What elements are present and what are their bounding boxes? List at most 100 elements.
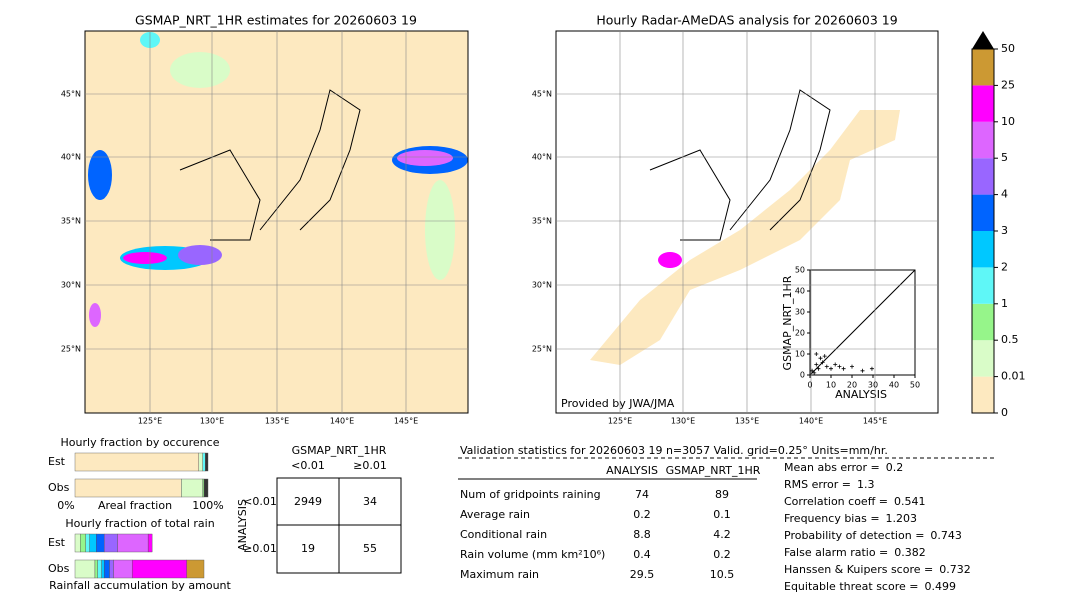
cell: 2949 <box>294 495 322 508</box>
bar-segment <box>85 533 90 553</box>
col-label: ANALYSIS <box>606 464 658 477</box>
x-tick-label: 30 <box>868 381 878 390</box>
bar-label: Est <box>48 536 66 549</box>
lat-label: 30°N <box>61 281 81 290</box>
score: Equitable threat score = 0.499 <box>784 580 956 593</box>
x-tick-label: 50 <box>910 381 920 390</box>
point <box>860 368 865 373</box>
cell: 29.5 <box>630 568 655 581</box>
score: Mean abs error = 0.2 <box>784 461 903 474</box>
lon-label: 145°E <box>394 417 418 426</box>
cell: 10.5 <box>710 568 735 581</box>
lon-label: 130°E <box>200 417 224 426</box>
point <box>841 366 846 371</box>
colorbar-label: 5 <box>1001 151 1008 164</box>
cell: 0.2 <box>713 548 731 561</box>
row-label: <0.01 <box>243 495 277 508</box>
lon-label: 125°E <box>138 417 162 426</box>
cell: 19 <box>301 542 315 555</box>
cell: 55 <box>363 542 377 555</box>
rain-field <box>658 252 682 268</box>
row-label: Maximum rain <box>460 568 539 581</box>
colorbar-bin <box>972 303 994 341</box>
bar-segment <box>97 559 102 579</box>
x-tick-label: 10 <box>826 381 836 390</box>
cell: 74 <box>635 488 649 501</box>
lon-label: 125°E <box>608 417 632 426</box>
x-tick-label: 40 <box>889 381 899 390</box>
lon-label: 145°E <box>863 417 887 426</box>
point <box>824 364 829 369</box>
y-tick-label: 30 <box>795 308 805 317</box>
coastline <box>649 89 831 241</box>
bar-segment <box>74 559 96 579</box>
lon-label: 135°E <box>735 417 759 426</box>
cell: 4.2 <box>713 528 731 541</box>
y-tick-label: 50 <box>795 266 805 275</box>
colorbar-label: 3 <box>1001 224 1008 237</box>
score-value: 0.2 <box>886 461 904 474</box>
coastline <box>179 89 361 241</box>
lat-label: 25°N <box>61 345 81 354</box>
point <box>850 364 854 369</box>
row-label: Rain volume (mm km²10⁶) <box>460 548 605 561</box>
score-label: Probability of detection = <box>784 529 924 542</box>
bar-segment <box>186 559 205 579</box>
lon-label: 140°E <box>799 417 823 426</box>
score-value: 1.3 <box>857 478 875 491</box>
cell: 8.8 <box>633 528 651 541</box>
panel-title: Hourly fraction by occurence <box>61 436 220 449</box>
score-value: 0.743 <box>930 529 962 542</box>
point <box>822 354 827 359</box>
rain-field <box>88 32 468 327</box>
row-label: ≥0.01 <box>243 542 277 555</box>
colorbar-label: 10 <box>1001 115 1015 128</box>
colorbar-bin <box>972 194 994 231</box>
lat-label: 35°N <box>532 217 552 226</box>
bar-segment <box>109 559 114 579</box>
score-label: False alarm ratio = <box>784 546 888 559</box>
bar-segment <box>202 452 206 472</box>
y-tick-label: 10 <box>795 350 805 359</box>
map-title: GSMAP_NRT_1HR estimates for 20260603 19 <box>135 13 417 28</box>
map-title: Hourly Radar-AMeDAS analysis for 2026060… <box>596 13 897 28</box>
bar-segment <box>104 559 110 579</box>
score: Correlation coeff = 0.541 <box>784 495 926 508</box>
row-label: Num of gridpoints raining <box>460 488 601 501</box>
bar-label: Obs <box>48 481 70 494</box>
axis-label: 0% <box>57 499 74 512</box>
bar-segment <box>205 452 209 472</box>
bar-segment <box>80 533 86 553</box>
inset-x-label: ANALYSIS <box>835 388 887 401</box>
score-label: Correlation coeff = <box>784 495 888 508</box>
colorbar-label: 0.01 <box>1001 370 1026 383</box>
lon-label: 130°E <box>671 417 695 426</box>
score: Hanssen & Kuipers score = 0.732 <box>784 563 971 576</box>
col-label: ≥0.01 <box>353 459 387 472</box>
bar-label: Obs <box>48 562 70 575</box>
bar-segment <box>181 478 203 498</box>
colorbar-bin <box>972 340 994 377</box>
bar-segment <box>104 533 118 553</box>
colorbar-bin <box>972 85 994 122</box>
bar-segment <box>74 478 182 498</box>
colorbar-bin <box>972 231 994 268</box>
credit: Provided by JWA/JMA <box>561 397 675 410</box>
cell: 0.1 <box>713 508 731 521</box>
cell: 0.2 <box>633 508 651 521</box>
score: False alarm ratio = 0.382 <box>784 546 926 559</box>
point <box>814 352 819 356</box>
score-label: Mean abs error = <box>784 461 880 474</box>
colorbar-label: 25 <box>1001 78 1015 91</box>
inset-y-label: GSMAP_NRT_1HR <box>781 275 794 370</box>
score-value: 0.382 <box>894 546 926 559</box>
point <box>833 362 838 367</box>
y-tick-label: 20 <box>795 329 805 338</box>
x-tick-label: 20 <box>847 381 857 390</box>
cell: 89 <box>715 488 729 501</box>
panel-label: Rainfall accumulation by amount <box>49 579 231 592</box>
col-label: <0.01 <box>291 459 325 472</box>
point <box>820 360 825 365</box>
lat-label: 40°N <box>61 153 81 162</box>
table-row-title: ANALYSIS <box>236 499 249 551</box>
